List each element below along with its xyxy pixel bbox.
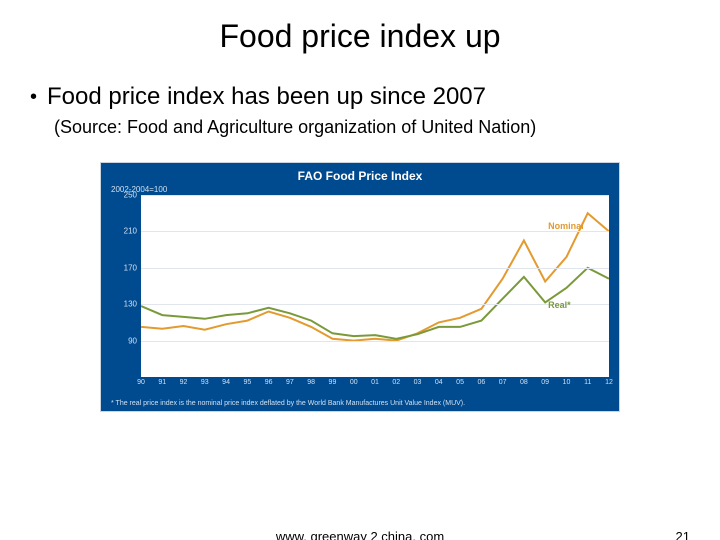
x-tick-label: 08 [520,379,528,386]
x-tick-label: 90 [137,379,145,386]
chart-baseline-label: 2002-2004=100 [111,185,167,194]
chart-plot-area: 9013017021025090919293949596979899000102… [141,195,609,377]
y-tick-label: 250 [124,191,137,200]
x-tick-label: 97 [286,379,294,386]
x-tick-label: 12 [605,379,613,386]
x-tick-label: 91 [158,379,166,386]
x-tick-label: 06 [477,379,485,386]
x-tick-label: 01 [371,379,379,386]
x-tick-label: 05 [456,379,464,386]
x-tick-label: 04 [435,379,443,386]
y-tick-label: 210 [124,227,137,236]
chart-svg [141,195,609,377]
bullet-marker: • [30,83,37,111]
y-tick-label: 90 [128,336,137,345]
slide-title: Food price index up [0,18,720,55]
source-text: (Source: Food and Agriculture organizati… [54,117,720,138]
x-tick-label: 00 [350,379,358,386]
bullet-text: Food price index has been up since 2007 [47,83,486,111]
y-tick-label: 130 [124,300,137,309]
x-tick-label: 99 [329,379,337,386]
x-tick-label: 92 [180,379,188,386]
x-tick-label: 95 [243,379,251,386]
y-tick-label: 170 [124,263,137,272]
slide: Food price index up • Food price index h… [0,18,720,540]
x-tick-label: 10 [563,379,571,386]
page-number: 21 [676,529,690,540]
series-label: Real* [548,300,571,310]
chart-footnote: * The real price index is the nominal pr… [111,400,609,407]
fao-chart: FAO Food Price Index 2002-2004=100 90130… [100,162,620,412]
x-tick-label: 03 [414,379,422,386]
x-tick-label: 09 [541,379,549,386]
x-tick-label: 94 [222,379,230,386]
x-tick-label: 98 [307,379,315,386]
x-tick-label: 07 [499,379,507,386]
x-tick-label: 96 [265,379,273,386]
footer-url: www. greenway 2 china. com [0,529,720,540]
x-tick-label: 02 [392,379,400,386]
bullet-item: • Food price index has been up since 200… [30,83,720,111]
chart-title: FAO Food Price Index [107,169,613,183]
x-tick-label: 93 [201,379,209,386]
x-tick-label: 11 [584,379,591,386]
series-label: Nominal [548,221,584,231]
